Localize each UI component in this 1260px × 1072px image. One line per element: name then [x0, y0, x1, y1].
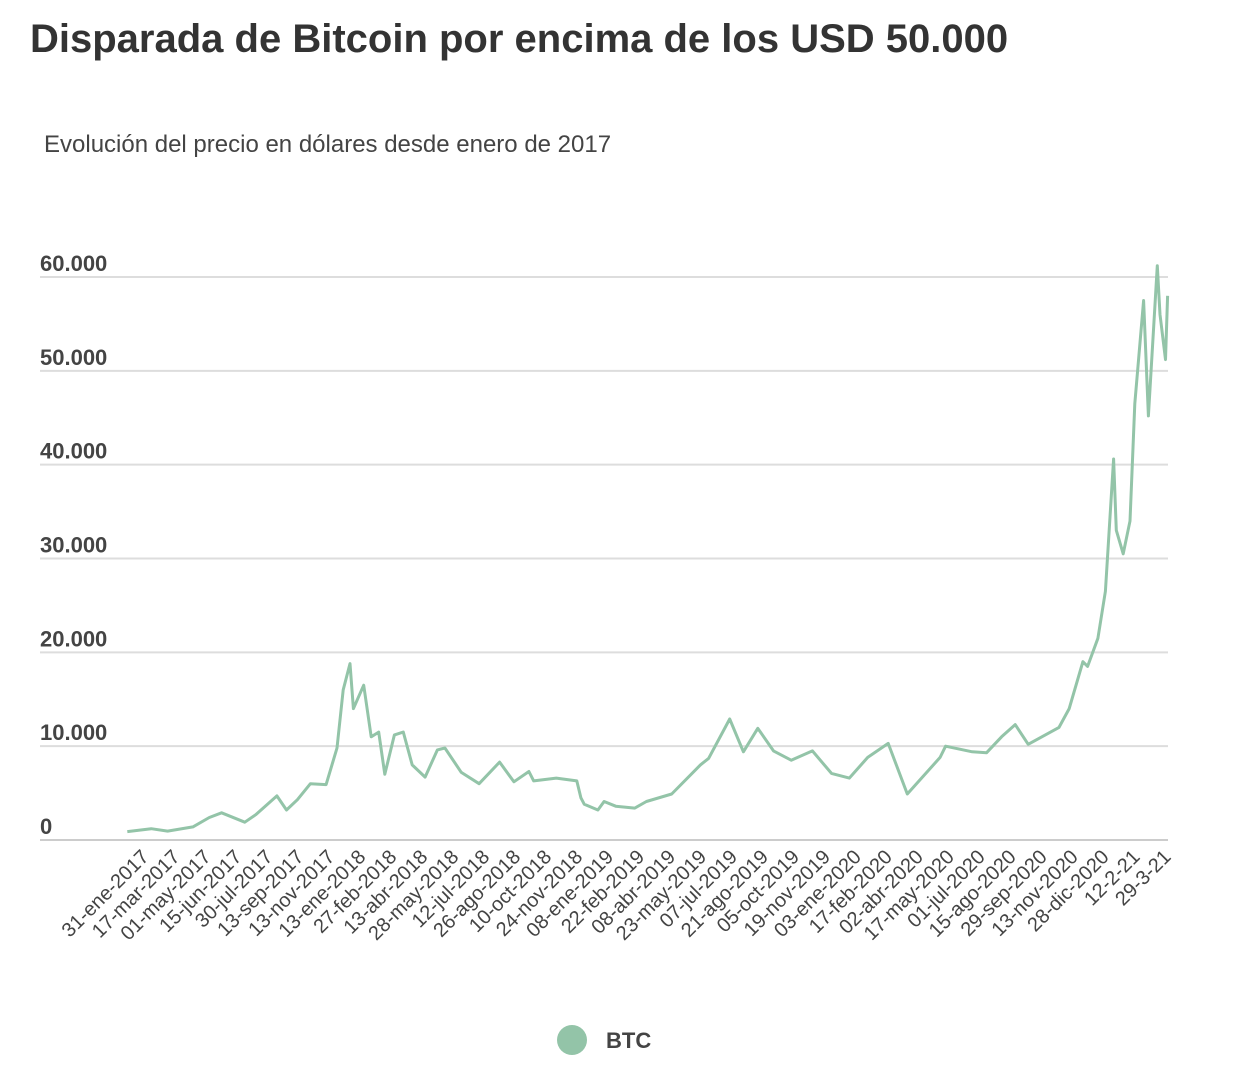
y-tick-label: 0: [40, 814, 52, 839]
gridlines: [40, 276, 1168, 841]
chart-subtitle: Evolución del precio en dólares desde en…: [44, 131, 611, 158]
y-tick-label: 50.000: [40, 345, 107, 370]
chart-title: Disparada de Bitcoin por encima de los U…: [30, 17, 1008, 61]
legend-label-btc: BTC: [606, 1028, 651, 1053]
y-tick-label: 10.000: [40, 720, 107, 745]
y-tick-label: 30.000: [40, 533, 107, 558]
y-axis: 0 10.000 20.000 30.000 40.000 50.000 60.000: [40, 251, 107, 839]
legend: BTC: [557, 1025, 651, 1055]
x-axis: 31-ene-201717-mar-201701-may-201715-jun-…: [58, 846, 1176, 945]
series-line-btc: [127, 264, 1170, 834]
y-tick-label: 20.000: [40, 626, 107, 651]
y-tick-label: 40.000: [40, 439, 107, 464]
legend-swatch-btc: [557, 1025, 587, 1055]
y-tick-label: 60.000: [40, 251, 107, 276]
series-lines: [127, 264, 1170, 834]
